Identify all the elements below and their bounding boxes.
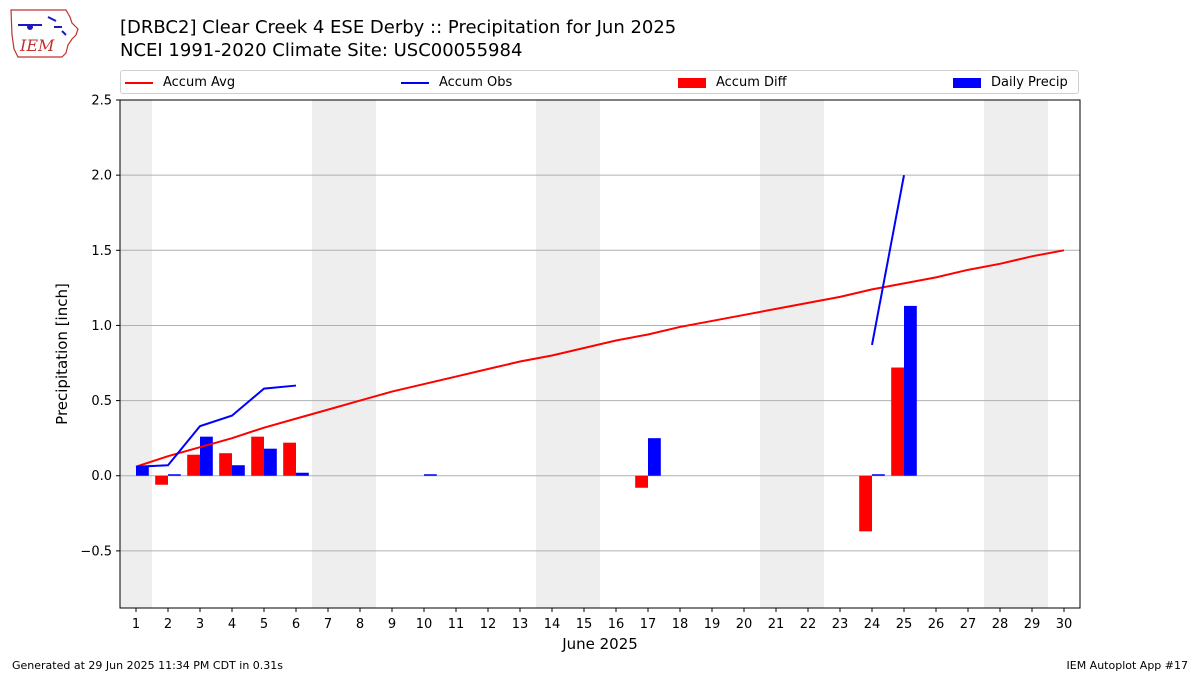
app-credit: IEM Autoplot App #17 [1066,659,1189,672]
x-tick-label-9: 9 [388,617,396,632]
iowa-state-outline [10,9,79,58]
legend-label-accum-diff: Accum Diff [716,75,787,90]
weekend-shade-day-21 [760,100,792,608]
x-tick-label-22: 22 [800,617,817,632]
legend-swatch-daily-precip [953,78,981,88]
x-tick-label-7: 7 [324,617,332,632]
generated-timestamp: Generated at 29 Jun 2025 11:34 PM CDT in… [12,659,284,672]
chart-title: [DRBC2] Clear Creek 4 ESE Derby :: Preci… [120,17,677,38]
weekend-shade-day-1 [120,100,152,608]
x-tick-label-15: 15 [576,617,593,632]
x-tick-label-3: 3 [196,617,204,632]
x-tick-label-1: 1 [132,617,140,632]
x-tick-label-26: 26 [928,617,945,632]
daily-precip-bar-day-1 [136,466,149,476]
weekend-shade-day-14 [536,100,568,608]
x-tick-label-16: 16 [608,617,625,632]
x-tick-label-8: 8 [356,617,364,632]
x-tick-label-29: 29 [1024,617,1041,632]
x-tick-label-13: 13 [512,617,529,632]
daily-precip-bar-day-24 [872,474,885,476]
weekend-shade-day-15 [568,100,600,608]
y-tick-label--0.5: −0.5 [80,544,112,559]
daily-precip-bar-day-4 [232,465,245,476]
x-tick-label-2: 2 [164,617,172,632]
x-tick-label-6: 6 [292,617,300,632]
weekend-shade-day-7 [312,100,344,608]
legend-label-daily-precip: Daily Precip [991,75,1068,90]
x-tick-label-14: 14 [544,617,561,632]
weekend-shade-day-8 [344,100,376,608]
daily-precip-bar-day-2 [168,474,181,476]
x-tick-label-25: 25 [896,617,913,632]
x-tick-label-21: 21 [768,617,785,632]
accum-obs-line-segment-2 [871,174,905,346]
x-tick-label-27: 27 [960,617,977,632]
accum-diff-bar-day-4 [219,453,232,476]
daily-precip-bar-day-10 [424,474,437,476]
accum-avg-line [135,249,1065,468]
y-axis-label: Precipitation [inch] [53,283,71,425]
x-axis-label: June 2025 [561,635,638,653]
weekend-shade-day-28 [984,100,1016,608]
x-tick-label-10: 10 [416,617,433,632]
x-tick-label-19: 19 [704,617,721,632]
x-tick-label-4: 4 [228,617,236,632]
y-tick-label-2.5: 2.5 [91,94,112,109]
logo-wind-vane [18,16,67,36]
daily-precip-bar-day-17 [648,438,661,476]
legend-swatch-accum-avg [125,82,153,84]
accum-diff-bar-day-24 [859,475,872,532]
accum-diff-bar-day-17 [635,475,648,488]
legend-label-accum-avg: Accum Avg [163,75,236,90]
weekend-shade-day-22 [792,100,824,608]
x-tick-label-17: 17 [640,617,657,632]
accum-diff-bar-day-6 [283,442,296,476]
accum-diff-bar-day-3 [187,454,200,476]
y-tick-label-0.5: 0.5 [91,394,112,409]
accum-diff-bar-day-25 [891,367,904,476]
chart-legend: Accum Avg Accum Obs Accum Diff Daily Pre… [120,70,1079,94]
logo-text: IEM [19,36,55,55]
y-tick-label-1: 1.0 [91,319,112,334]
x-tick-label-23: 23 [832,617,849,632]
weekend-shade-day-29 [1016,100,1048,608]
x-tick-label-24: 24 [864,617,881,632]
legend-swatch-accum-obs [401,82,429,84]
y-tick-label-1.5: 1.5 [91,244,112,259]
x-tick-label-5: 5 [260,617,268,632]
x-tick-label-18: 18 [672,617,689,632]
accum-diff-bar-day-2 [155,475,168,485]
accum-obs-line-segment-1 [135,384,297,468]
x-tick-label-30: 30 [1056,617,1073,632]
x-tick-label-12: 12 [480,617,497,632]
daily-precip-bar-day-3 [200,436,213,476]
daily-precip-bar-day-6 [296,472,309,476]
y-tick-label-0: 0.0 [91,469,112,484]
x-tick-label-28: 28 [992,617,1009,632]
y-tick-label-2: 2.0 [91,169,112,184]
legend-label-accum-obs: Accum Obs [439,75,513,90]
x-tick-label-20: 20 [736,617,753,632]
daily-precip-bar-day-25 [904,305,917,476]
legend-swatch-accum-diff [678,78,706,88]
accum-diff-bar-day-5 [251,436,264,476]
daily-precip-bar-day-5 [264,448,277,476]
x-tick-label-11: 11 [448,617,465,632]
chart-subtitle: NCEI 1991-2020 Climate Site: USC00055984 [120,40,523,61]
iem-logo: IEM [10,9,79,58]
plot-frame [119,99,1081,609]
